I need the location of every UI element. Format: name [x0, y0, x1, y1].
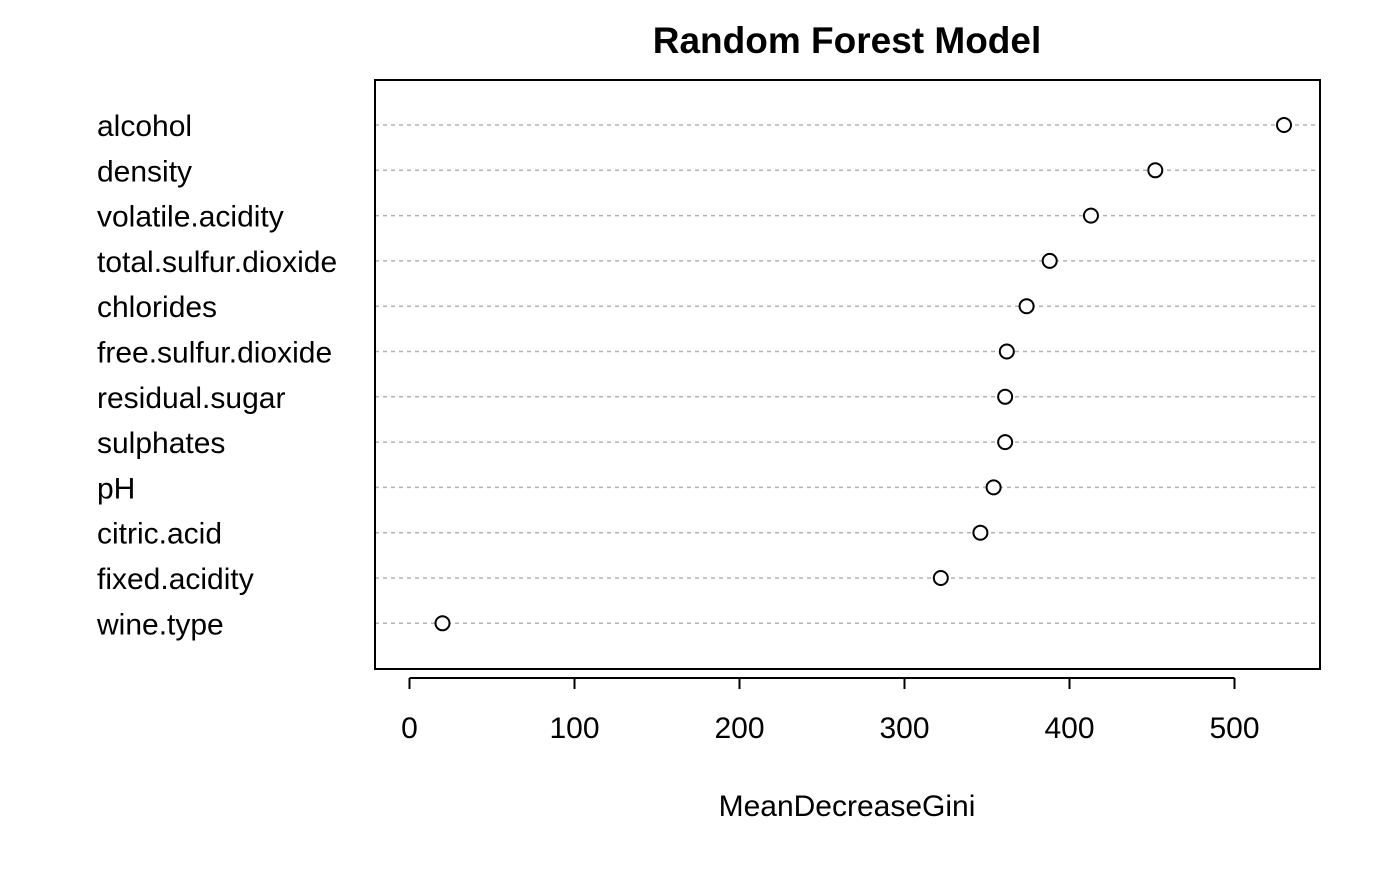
variable-label: alcohol [97, 110, 192, 143]
data-point-residual-sugar [997, 388, 1014, 405]
data-point-total-sulfur-dioxide [1041, 252, 1058, 269]
variable-label: total.sulfur.dioxide [97, 246, 337, 279]
variable-label: chlorides [97, 291, 217, 324]
variable-label: fixed.acidity [97, 563, 254, 596]
variable-label: pH [97, 472, 135, 505]
x-axis: 0 100 200 300 400 500 [401, 677, 1260, 745]
data-point-fixed-acidity [932, 570, 949, 586]
x-tick-label: 200 [714, 712, 764, 745]
variable-label: residual.sugar [97, 382, 285, 415]
grid-lines [375, 124, 1320, 625]
variable-label: wine.type [96, 608, 224, 641]
data-point-density [1147, 162, 1164, 179]
data-point-citric-acid [972, 524, 989, 541]
plot-frame [374, 79, 1321, 670]
variable-label: citric.acid [97, 518, 222, 551]
data-point-ph [985, 479, 1002, 496]
x-axis-title: MeanDecreaseGini [719, 790, 976, 823]
x-tick-label: 400 [1044, 712, 1094, 745]
variable-label: density [97, 155, 192, 188]
data-point-alcohol [1276, 117, 1292, 133]
data-point-sulphates [997, 434, 1014, 451]
data-point-wine-type [434, 615, 451, 632]
variable-label: volatile.acidity [97, 201, 284, 234]
x-tick-label: 0 [401, 712, 418, 745]
data-point-volatile-acidity [1082, 207, 1099, 224]
data-point-free-sulfur-dioxide [998, 343, 1015, 360]
x-tick-label: 100 [549, 712, 599, 745]
variable-label: sulphates [97, 427, 225, 460]
chart-title: Random Forest Model [653, 20, 1042, 61]
x-tick-label: 500 [1209, 712, 1259, 745]
data-point-chlorides [1018, 298, 1035, 315]
variable-label: free.sulfur.dioxide [97, 337, 332, 370]
variable-labels: alcohol density volatile.acidity total.sulf… [96, 110, 337, 641]
x-tick-label: 300 [879, 712, 929, 745]
data-points [434, 117, 1292, 632]
